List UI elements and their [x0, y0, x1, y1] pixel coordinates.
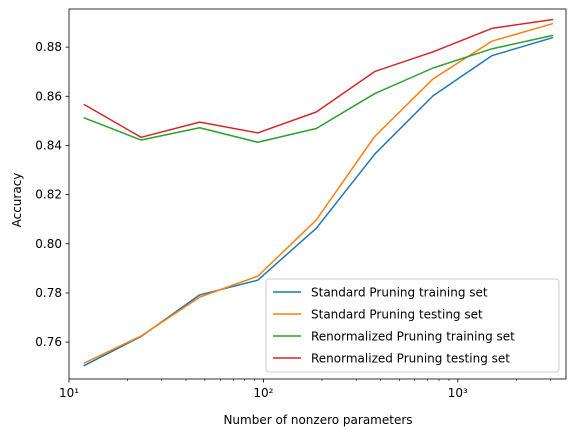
legend-label: Standard Pruning training set	[311, 286, 488, 300]
y-axis: 0.76 0.78 0.80 0.82 0.84 0.86 0.88	[35, 40, 69, 349]
x-tick-label: 10²	[253, 386, 273, 400]
y-axis-label: Accuracy	[10, 173, 24, 228]
legend-box	[265, 278, 560, 373]
y-tick-label: 0.80	[35, 237, 62, 251]
y-tick-label: 0.76	[35, 335, 62, 349]
axes-frame	[68, 8, 567, 380]
legend-label: Standard Pruning testing set	[311, 308, 483, 322]
x-tick-label: 10³	[448, 386, 468, 400]
legend: Standard Pruning training set Standard Pr…	[265, 278, 560, 373]
series-line-4	[83, 18, 554, 139]
x-axis-label: Number of nonzero parameters	[223, 413, 412, 427]
y-tick-label: 0.88	[35, 40, 62, 54]
series-line-2	[83, 22, 554, 365]
x-tick-label: 10¹	[59, 386, 79, 400]
y-tick-label: 0.82	[35, 188, 62, 202]
plot-area	[68, 8, 567, 380]
legend-label: Renormalized Pruning training set	[311, 330, 515, 344]
y-tick-label: 0.86	[35, 89, 62, 103]
y-tick-label: 0.84	[35, 138, 62, 152]
x-axis: 10¹ 10² 10³	[59, 379, 551, 400]
y-tick-label: 0.78	[35, 286, 62, 300]
series-line-3	[83, 34, 554, 143]
legend-label: Renormalized Pruning testing set	[311, 352, 510, 366]
